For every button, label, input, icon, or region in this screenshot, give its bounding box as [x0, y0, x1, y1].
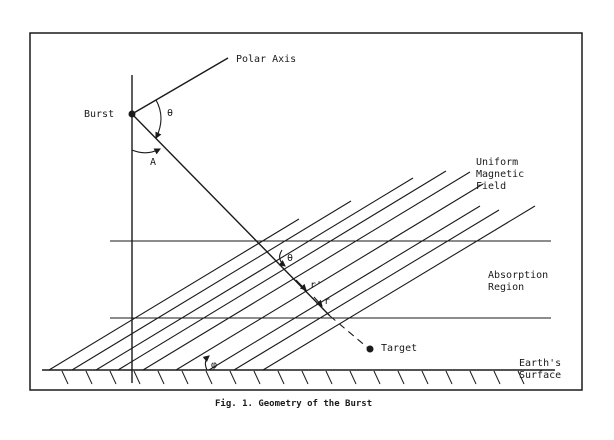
- phi-label: φ: [211, 360, 217, 371]
- field-line: [48, 218, 300, 371]
- angle-a-label: A: [150, 157, 156, 168]
- field-line: [71, 200, 352, 371]
- phi-angle-arc: [202, 355, 210, 371]
- r-arrow: [313, 296, 323, 307]
- earth-surface-hatching: [61, 370, 525, 385]
- field-line: [117, 170, 447, 371]
- earth-label-line2: Surface: [519, 370, 561, 381]
- theta-angle-arc-mid: [278, 249, 286, 267]
- burst-point: [128, 110, 136, 118]
- field-label-line2: Magnetic: [476, 169, 524, 180]
- field-line: [262, 205, 536, 371]
- target-point: [366, 345, 374, 353]
- magnetic-field-lines: [48, 170, 536, 371]
- field-line: [175, 183, 484, 371]
- figure-caption: Fig. 1. Geometry of the Burst: [215, 398, 372, 409]
- absorption-label-line2: Region: [488, 282, 524, 293]
- theta-angle-arc-top: [155, 99, 162, 139]
- burst-label: Burst: [84, 109, 114, 120]
- field-line: [95, 177, 414, 371]
- polar-axis-line: [131, 57, 229, 115]
- r-prime-arrow: [295, 279, 307, 291]
- field-line: [142, 171, 471, 371]
- angle-a-arc: [131, 148, 161, 155]
- figure-frame: [29, 32, 583, 391]
- field-line: [233, 209, 500, 371]
- polar-axis-label: Polar Axis: [236, 54, 296, 65]
- r-label: r: [324, 296, 330, 307]
- absorption-label-line1: Absorption: [488, 270, 548, 281]
- theta-label-top: θ: [167, 108, 173, 119]
- line-of-sight-dashed: [329, 315, 369, 349]
- r-prime-label: r': [310, 280, 322, 291]
- field-label-line3: Field: [476, 181, 506, 192]
- field-label-line1: Uniform: [476, 157, 518, 168]
- target-label: Target: [381, 343, 417, 354]
- earth-label-line1: Earth's: [519, 358, 561, 369]
- line-of-sight: [131, 113, 331, 317]
- field-line: [208, 205, 481, 371]
- theta-label-mid: θ: [287, 253, 293, 264]
